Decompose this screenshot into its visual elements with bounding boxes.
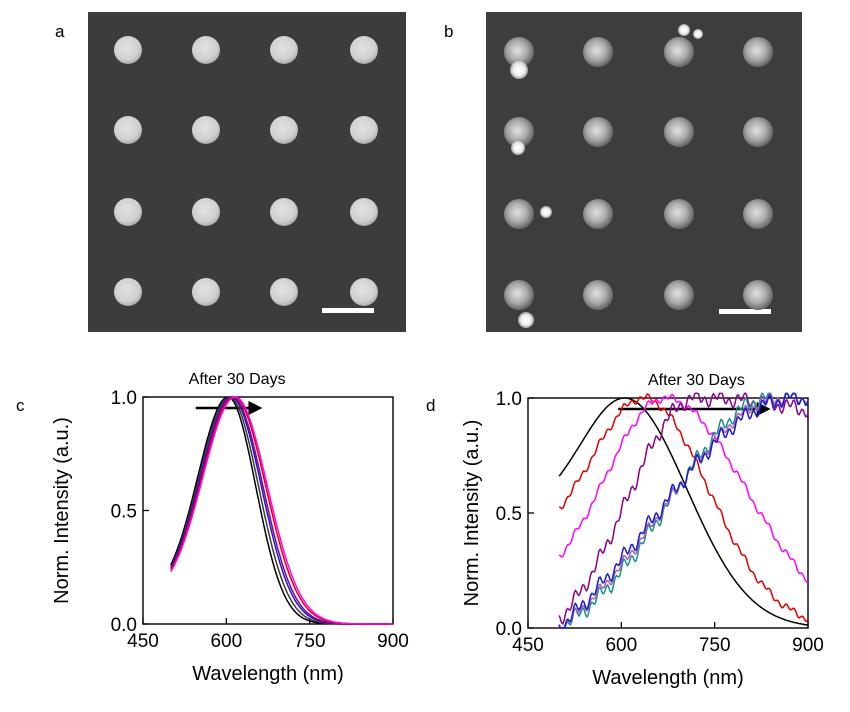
nanodisk-a-1-1 [192,116,220,144]
nanodisk-b-0-2 [664,37,694,67]
nanodisk-a-3-3 [350,278,378,306]
nanodisk-a-1-0 [114,116,142,144]
debris-particle [540,206,552,218]
panel-label-d: d [426,396,436,415]
nanodisk-a-3-0 [114,278,142,306]
x-tick-label: 900 [377,631,409,652]
nanodisk-b-3-0 [504,280,534,310]
nanodisk-a-1-3 [350,116,378,144]
nanodisk-b-2-0 [504,199,534,229]
sem-image-a [88,12,406,332]
y-tick-label: 0.0 [496,619,522,640]
series-line-6 [170,396,393,625]
plot-frame [527,397,809,629]
nanodisk-a-3-1 [192,278,220,306]
y-tick-label: 0.5 [496,504,522,525]
nanodisk-b-2-3 [743,199,773,229]
series-line-7 [558,392,809,629]
x-tick-label: 450 [512,635,544,656]
x-axis-label: Wavelength (nm) [192,663,344,685]
scale-bar-a [322,308,374,313]
nanodisk-a-0-3 [350,36,378,64]
nanodisk-b-0-3 [743,37,773,67]
y-tick-label: 1.0 [496,389,522,410]
y-tick-label: 0.0 [111,615,137,636]
panel-label-b: b [444,22,454,41]
debris-particle [678,24,690,36]
y-axis-label: Norm. Intensity (a.u.) [51,417,73,604]
debris-particle [693,29,703,39]
nanodisk-b-2-2 [664,199,694,229]
x-axis-label: Wavelength (nm) [592,667,744,689]
nanodisk-b-2-1 [583,199,613,229]
chart-title: After 30 Days [648,372,745,389]
debris-particle [518,312,534,328]
nanodisk-b-1-2 [664,117,694,147]
nanodisk-b-1-1 [583,117,613,147]
chart-title: After 30 Days [189,371,286,388]
nanodisk-a-3-2 [270,278,298,306]
y-tick-label: 1.0 [111,388,137,409]
x-tick-label: 600 [605,635,637,656]
series-line-1 [558,397,809,626]
nanodisk-b-3-3 [743,280,773,310]
nanodisk-a-2-3 [350,198,378,226]
panel-label-a: a [55,22,65,41]
y-tick-label: 0.5 [111,502,137,523]
nanodisk-a-0-0 [114,36,142,64]
x-tick-label: 450 [127,631,159,652]
sem-image-b [486,12,802,332]
series-line-2 [558,393,809,623]
y-axis-label: Norm. Intensity (a.u.) [461,420,483,607]
nanodisk-a-1-2 [270,116,298,144]
nanodisk-b-1-3 [743,117,773,147]
x-tick-label: 900 [792,635,824,656]
nanodisk-a-0-2 [270,36,298,64]
nanodisk-a-2-0 [114,198,142,226]
nanodisk-b-3-2 [664,280,694,310]
debris-particle [511,141,525,155]
nanodisk-a-2-1 [192,198,220,226]
scale-bar-b [719,309,771,314]
nanodisk-a-2-2 [270,198,298,226]
nanodisk-a-0-1 [192,36,220,64]
debris-particle [510,61,528,79]
x-tick-label: 750 [699,635,731,656]
x-tick-label: 600 [210,631,242,652]
nanodisk-b-3-1 [583,280,613,310]
x-tick-label: 750 [294,631,326,652]
trend-arrow-head [248,401,263,415]
nanodisk-b-0-1 [583,37,613,67]
panel-label-c: c [16,396,25,415]
